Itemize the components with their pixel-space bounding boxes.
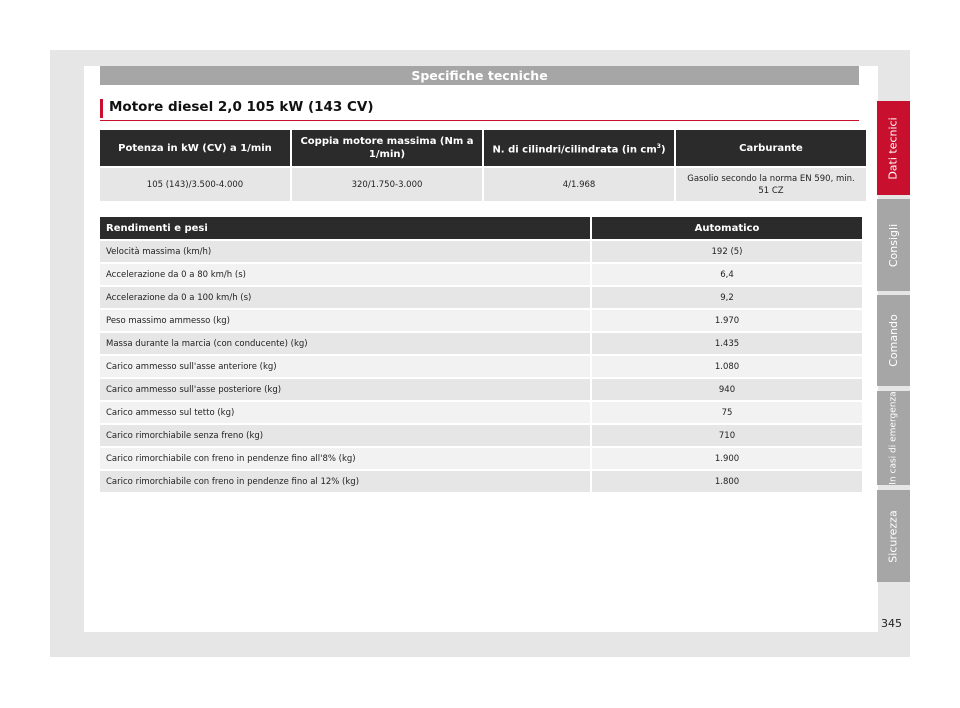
row-value: 1.080 [592, 356, 862, 377]
row-label: Carico rimorchiabile con freno in penden… [100, 471, 590, 492]
engine-header-fuel: Carburante [676, 130, 866, 166]
row-label: Accelerazione da 0 a 100 km/h (s) [100, 287, 590, 308]
page-number: 345 [881, 617, 902, 630]
row-label: Accelerazione da 0 a 80 km/h (s) [100, 264, 590, 285]
side-tab-comando[interactable]: Comando [877, 295, 910, 386]
row-value: 6,4 [592, 264, 862, 285]
side-tab-consigli[interactable]: Consigli [877, 199, 910, 291]
table-row: Carico rimorchiabile senza freno (kg) 71… [100, 425, 862, 446]
table-row: Massa durante la marcia (con conducente)… [100, 333, 862, 354]
engine-header-cylinders-close: ) [660, 144, 666, 156]
engine-header-cylinders-sup: 3 [656, 142, 661, 150]
title-divider [100, 120, 859, 121]
performance-table: Rendimenti e pesi Automatico Velocità ma… [98, 215, 864, 494]
engine-table-header: Potenza in kW (CV) a 1/min Coppia motore… [100, 130, 866, 166]
row-label: Velocità massima (km/h) [100, 241, 590, 262]
table-row: Carico ammesso sull'asse anteriore (kg) … [100, 356, 862, 377]
engine-fuel-value: Gasolio secondo la norma EN 590, min. 51… [676, 168, 866, 201]
engine-torque-value: 320/1.750-3.000 [292, 168, 482, 201]
table-row: Carico rimorchiabile con freno in penden… [100, 471, 862, 492]
row-label: Carico ammesso sull'asse posteriore (kg) [100, 379, 590, 400]
side-tab-label: Consigli [887, 223, 901, 267]
row-label: Carico ammesso sul tetto (kg) [100, 402, 590, 423]
row-label: Carico rimorchiabile con freno in penden… [100, 448, 590, 469]
row-label: Carico ammesso sull'asse anteriore (kg) [100, 356, 590, 377]
side-tab-label: Comando [887, 314, 900, 367]
page-title: Motore diesel 2,0 105 kW (143 CV) [109, 99, 374, 115]
side-tab-sicurezza[interactable]: Sicurezza [877, 490, 910, 582]
engine-table: Potenza in kW (CV) a 1/min Coppia motore… [98, 128, 868, 203]
engine-header-cylinders: N. di cilindri/cilindrata (in cm3) [484, 130, 674, 166]
row-value: 9,2 [592, 287, 862, 308]
row-label: Massa durante la marcia (con conducente)… [100, 333, 590, 354]
table-row: Carico rimorchiabile con freno in penden… [100, 448, 862, 469]
table-row: Peso massimo ammesso (kg) 1.970 [100, 310, 862, 331]
side-tab-label: In casi di emergenza [888, 391, 899, 485]
title-marker [100, 99, 103, 118]
row-value: 1.970 [592, 310, 862, 331]
row-value: 710 [592, 425, 862, 446]
section-header: Specifiche tecniche [100, 66, 859, 85]
side-tab-dati-tecnici[interactable]: Dati tecnici [877, 101, 910, 195]
table-row: Accelerazione da 0 a 80 km/h (s) 6,4 [100, 264, 862, 285]
engine-table-row: 105 (143)/3.500-4.000 320/1.750-3.000 4/… [100, 168, 866, 201]
row-value: 1.800 [592, 471, 862, 492]
side-tab-label: Sicurezza [887, 509, 900, 563]
row-value: 75 [592, 402, 862, 423]
performance-table-header: Rendimenti e pesi Automatico [100, 217, 862, 239]
row-value: 192 (5) [592, 241, 862, 262]
table-row: Accelerazione da 0 a 100 km/h (s) 9,2 [100, 287, 862, 308]
row-label: Carico rimorchiabile senza freno (kg) [100, 425, 590, 446]
engine-header-torque: Coppia motore massima (Nm a 1/min) [292, 130, 482, 166]
row-value: 1.900 [592, 448, 862, 469]
engine-power-value: 105 (143)/3.500-4.000 [100, 168, 290, 201]
performance-header-label: Rendimenti e pesi [100, 217, 590, 239]
engine-cylinders-value: 4/1.968 [484, 168, 674, 201]
engine-header-cylinders-text: N. di cilindri/cilindrata (in cm [492, 144, 657, 156]
performance-header-value: Automatico [592, 217, 862, 239]
table-row: Velocità massima (km/h) 192 (5) [100, 241, 862, 262]
table-row: Carico ammesso sul tetto (kg) 75 [100, 402, 862, 423]
side-tab-label: Dati tecnici [887, 116, 900, 180]
table-row: Carico ammesso sull'asse posteriore (kg)… [100, 379, 862, 400]
row-label: Peso massimo ammesso (kg) [100, 310, 590, 331]
row-value: 1.435 [592, 333, 862, 354]
side-tab-emergenza[interactable]: In casi di emergenza [877, 391, 910, 485]
row-value: 940 [592, 379, 862, 400]
engine-header-power: Potenza in kW (CV) a 1/min [100, 130, 290, 166]
